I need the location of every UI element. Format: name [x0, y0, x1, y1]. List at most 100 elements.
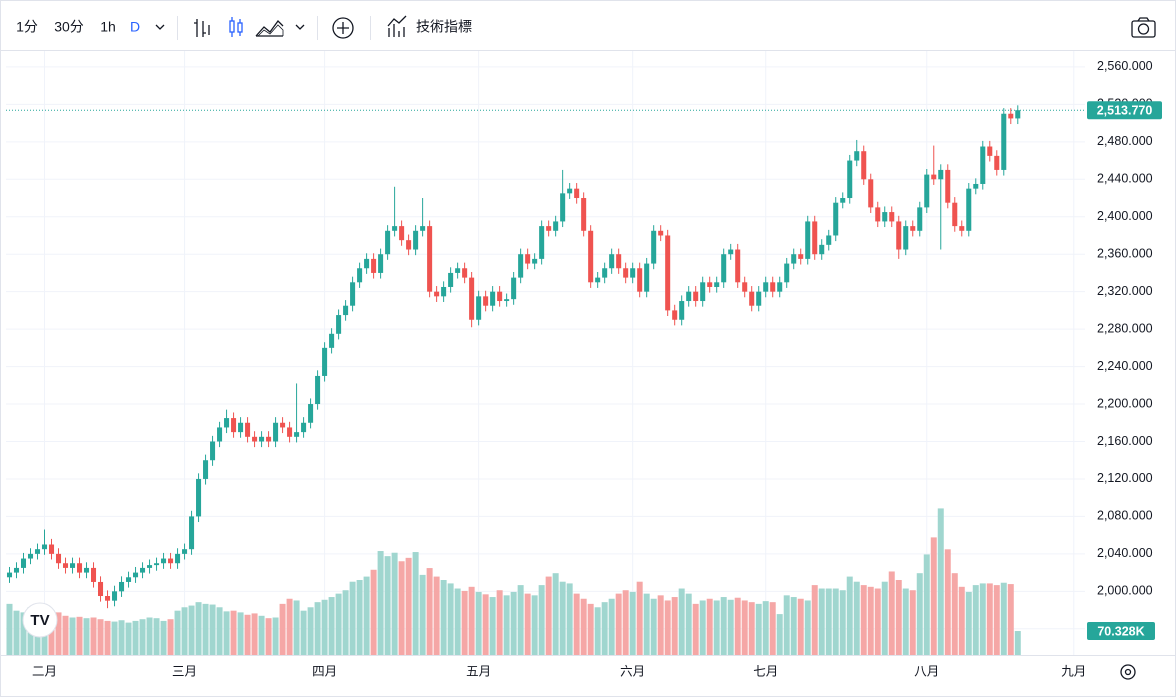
volume-bar [328, 597, 335, 655]
volume-bar [153, 618, 160, 655]
volume-bar [167, 619, 174, 655]
volume-bar [979, 583, 986, 655]
y-tick-label: 2,360.000 [1097, 247, 1153, 261]
candle-body [686, 291, 692, 302]
candle-body [55, 553, 62, 564]
candle-body [679, 301, 685, 320]
volume-bar [902, 588, 909, 655]
candle-body [917, 207, 923, 231]
candle-body [343, 305, 349, 316]
y-tick-label: 2,400.000 [1097, 209, 1153, 223]
volume-bar [552, 573, 559, 655]
candle-body [637, 268, 643, 292]
volume-bar [335, 593, 342, 655]
candle-body [196, 478, 202, 517]
candle-body [1015, 110, 1021, 119]
volume-bar [937, 508, 944, 655]
candle-body [62, 563, 69, 568]
candle-body [616, 254, 622, 269]
volume-bar [608, 598, 615, 655]
y-tick-label: 2,480.000 [1097, 134, 1153, 148]
interval-button[interactable]: D [130, 19, 140, 35]
x-tick-label: 九月 [1061, 664, 1086, 678]
volume-bar [958, 586, 965, 655]
volume-bar [377, 551, 384, 655]
volume-bar [678, 588, 685, 655]
candle-body [266, 436, 272, 442]
volume-bar [559, 581, 566, 655]
volume-bar [174, 610, 181, 655]
volume-bar [104, 620, 111, 655]
volume-bar [755, 603, 762, 655]
candle-body [420, 226, 426, 231]
indicators-button[interactable]: 技術指標 [416, 19, 472, 35]
volume-bar [391, 552, 398, 655]
candle-body [973, 183, 979, 189]
candle-body [217, 427, 223, 442]
candle-body [889, 212, 895, 222]
candle-body [994, 155, 1000, 170]
compare-button[interactable] [332, 17, 354, 39]
candle-body [693, 291, 699, 302]
bars-icon[interactable] [194, 19, 210, 37]
settings-button[interactable] [1120, 664, 1136, 680]
volume-bar [321, 599, 328, 655]
volume-bar [790, 597, 797, 655]
chart-type-dropdown[interactable] [295, 24, 305, 30]
volume-bar [433, 576, 440, 655]
area-icon[interactable] [255, 20, 284, 37]
candle-body [455, 268, 461, 273]
volume-bar [909, 590, 916, 655]
volume-bar [97, 619, 104, 655]
volume-bar [251, 613, 258, 655]
candle-body [791, 254, 797, 264]
candle-body [966, 188, 972, 231]
volume-bar [13, 610, 20, 655]
volume-bar [510, 591, 517, 655]
interval-button[interactable]: 30分 [54, 19, 84, 35]
volume-bar [867, 586, 874, 655]
y-tick-label: 2,120.000 [1097, 471, 1153, 485]
candles-icon[interactable] [229, 17, 243, 37]
volume-bar [370, 569, 377, 655]
candle-body [742, 282, 748, 292]
y-tick-label: 2,000.000 [1097, 584, 1153, 598]
volume-bar [1014, 631, 1021, 655]
candle-body [189, 516, 195, 550]
candle-body [378, 254, 384, 273]
candle-body [483, 296, 489, 306]
volume-bar [90, 617, 97, 655]
volume-bar [83, 618, 90, 655]
candle-body [497, 291, 503, 302]
volume-bar [685, 593, 692, 655]
candle-body [770, 282, 776, 292]
volume-bar [615, 593, 622, 655]
volume-bar [713, 600, 720, 655]
candle-body [154, 563, 160, 566]
candle-body [763, 282, 769, 292]
volume-bar [566, 583, 573, 655]
candle-body [175, 553, 181, 564]
volume-bar [237, 612, 244, 655]
volume-bar [496, 590, 503, 655]
interval-button[interactable]: 1h [100, 19, 116, 35]
candle-body [252, 436, 258, 442]
y-tick-label: 2,200.000 [1097, 396, 1153, 410]
volume-bar [230, 610, 237, 655]
volume-bar [741, 600, 748, 655]
volume-bar [314, 602, 321, 655]
volume-bar [356, 580, 363, 655]
volume-bar [657, 595, 664, 655]
volume-bar [216, 607, 223, 655]
interval-dropdown[interactable] [155, 24, 165, 30]
interval-button[interactable]: 1分 [16, 19, 38, 35]
indicators-icon[interactable] [387, 15, 407, 37]
volume-bar [286, 598, 293, 655]
candle-body [700, 282, 706, 302]
snapshot-button[interactable] [1131, 17, 1156, 38]
volume-bar [573, 593, 580, 655]
volume-bar [888, 571, 895, 655]
candle-body [588, 230, 594, 283]
x-tick-label: 八月 [914, 664, 939, 678]
